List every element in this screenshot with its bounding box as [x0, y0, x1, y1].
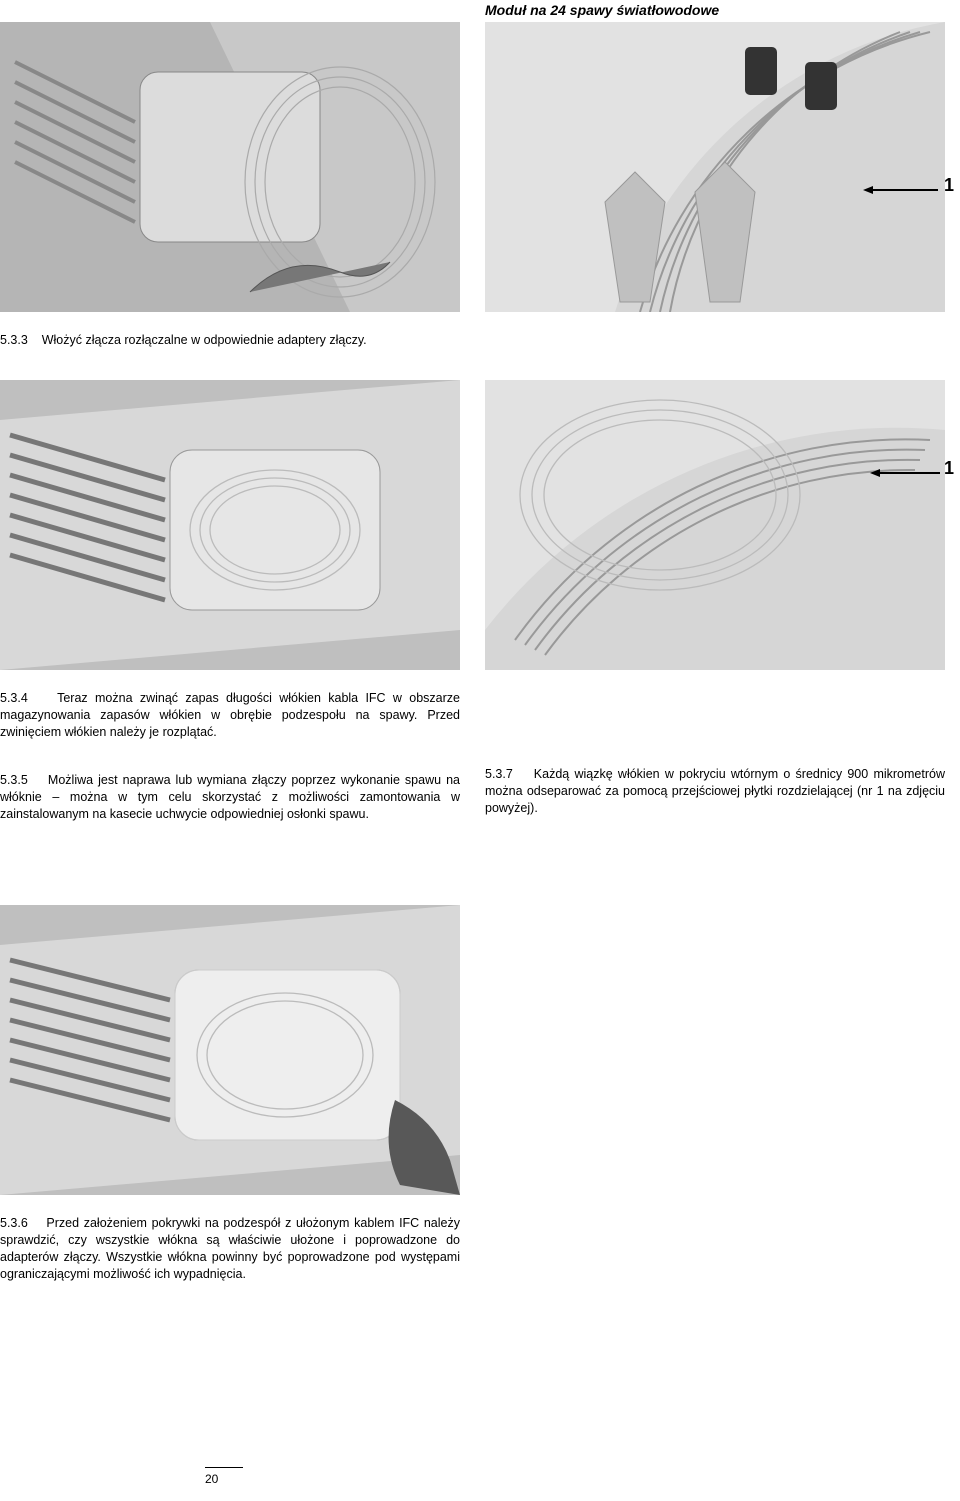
figure-bottom-left — [0, 905, 460, 1195]
arrow-top — [863, 181, 938, 199]
section-text: Teraz można zwinąć zapas długości włókie… — [0, 691, 460, 739]
para-5-3-5: 5.3.5 Możliwa jest naprawa lub wymiana z… — [0, 772, 460, 823]
callout-1-top: 1 — [944, 175, 954, 196]
figure-top-right — [485, 22, 945, 312]
figure-mid-left — [0, 380, 460, 670]
para-5-3-4: 5.3.4 Teraz można zwinąć zapas długości … — [0, 690, 460, 741]
section-number: 5.3.4 — [0, 690, 28, 707]
page-number: 20 — [205, 1467, 243, 1486]
section-text: Każdą wiązkę włókien w pokryciu wtórnym … — [485, 767, 945, 815]
section-number: 5.3.5 — [0, 772, 28, 789]
section-text: Przed założeniem pokrywki na podzespół z… — [0, 1216, 460, 1281]
para-5-3-3: 5.3.3 Włożyć złącza rozłączalne w odpowi… — [0, 332, 460, 349]
section-text: Włożyć złącza rozłączalne w odpowiednie … — [42, 333, 367, 347]
section-number: 5.3.3 — [0, 332, 28, 349]
para-5-3-6: 5.3.6 Przed założeniem pokrywki na podze… — [0, 1215, 460, 1283]
page-header: Moduł na 24 spawy światłowodowe — [485, 2, 719, 18]
para-5-3-7: 5.3.7 Każdą wiązkę włókien w pokryciu wt… — [485, 766, 945, 817]
callout-1-mid: 1 — [944, 458, 954, 479]
arrow-mid — [870, 464, 940, 482]
section-number: 5.3.7 — [485, 766, 513, 783]
page: Moduł na 24 spawy światłowodowe — [0, 0, 960, 1501]
section-text: Możliwa jest naprawa lub wymiana złączy … — [0, 773, 460, 821]
figure-top-left — [0, 22, 460, 312]
section-number: 5.3.6 — [0, 1215, 28, 1232]
figure-mid-right — [485, 380, 945, 670]
